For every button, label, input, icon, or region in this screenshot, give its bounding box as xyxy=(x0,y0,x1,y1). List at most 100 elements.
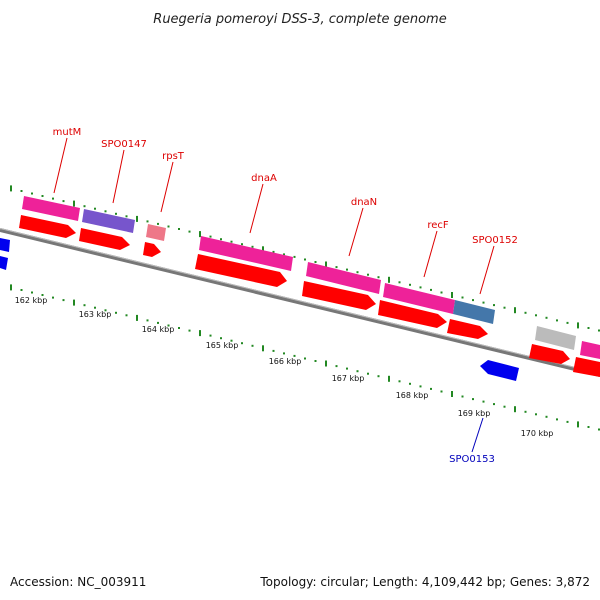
tick-dot xyxy=(178,327,180,329)
tick-dot xyxy=(566,420,569,423)
tick-dot xyxy=(461,296,464,299)
tick-dot xyxy=(41,294,44,296)
reverse-cds-track xyxy=(0,238,519,381)
gene-label-SPO0147: SPO0147 xyxy=(101,139,147,150)
tick-dot xyxy=(94,207,96,210)
reverse-cds-left-1[interactable] xyxy=(0,238,10,252)
tick-dot xyxy=(335,266,338,269)
inner-dotted-track xyxy=(10,284,600,431)
tick-label-164: 164 kbp xyxy=(142,325,175,334)
tick-mark-major xyxy=(10,284,12,291)
cds-arrow-recF[interactable] xyxy=(378,300,447,328)
tick-dot xyxy=(440,291,443,294)
accession-text: Accession: NC_003911 xyxy=(10,575,146,589)
tick-dot xyxy=(209,334,212,337)
tick-dot xyxy=(535,413,537,416)
cds-arrow-edge-fragment[interactable] xyxy=(573,357,600,377)
tick-dot xyxy=(283,352,285,355)
tick-dot xyxy=(115,311,117,314)
gene-SPO0147[interactable] xyxy=(82,209,135,233)
tick-dot xyxy=(157,222,159,225)
tick-dot xyxy=(146,220,149,223)
tick-mark-major xyxy=(325,360,327,367)
scale-tick-labels: 162 kbp 163 kbp 164 kbp 165 kbp 166 kbp … xyxy=(15,296,554,438)
gene-SPO0152[interactable] xyxy=(453,300,495,324)
tick-dot xyxy=(587,426,590,428)
gene-label-SPO0152: SPO0152 xyxy=(472,235,518,246)
tick-dot xyxy=(52,296,54,299)
tick-dot xyxy=(241,342,243,345)
reverse-cds-left-2[interactable] xyxy=(0,256,8,270)
tick-mark-major xyxy=(199,231,201,238)
tick-dot xyxy=(472,299,474,302)
tick-dot xyxy=(398,281,401,284)
tick-mark-major xyxy=(73,299,75,306)
tick-dot xyxy=(535,314,537,317)
tick-dot xyxy=(430,387,432,390)
reverse-cds-SPO0153[interactable] xyxy=(480,360,519,381)
cds-arrow-SPO0147[interactable] xyxy=(79,228,130,250)
gene-label-recF: recF xyxy=(427,220,449,231)
tick-dot xyxy=(335,365,338,368)
tick-dot xyxy=(482,400,485,403)
tick-mark-major xyxy=(73,200,75,207)
cds-arrow-gray-fragment[interactable] xyxy=(529,344,570,364)
tick-mark-major xyxy=(136,314,138,321)
genome-backbone xyxy=(0,228,600,377)
tick-label-166: 166 kbp xyxy=(269,357,302,366)
tick-dot xyxy=(94,306,96,309)
tick-mark-major xyxy=(325,261,327,268)
gene-gray-fragment[interactable] xyxy=(535,326,576,350)
cds-arrow-mutM[interactable] xyxy=(19,215,76,238)
tick-mark-major xyxy=(136,215,138,222)
tick-dot xyxy=(293,255,296,258)
tick-dot xyxy=(356,271,359,274)
tick-dot xyxy=(241,243,243,246)
tick-dot xyxy=(251,344,254,347)
tick-mark-major xyxy=(577,322,579,329)
gene-recF[interactable] xyxy=(383,283,455,314)
cds-arrow-dnaA[interactable] xyxy=(195,254,287,287)
tick-dot xyxy=(598,329,600,332)
tick-dot xyxy=(178,228,180,230)
tick-dot xyxy=(377,276,380,279)
gene-dnaN[interactable] xyxy=(306,262,381,294)
tick-dot xyxy=(598,428,600,431)
tick-dot xyxy=(220,238,222,241)
tick-dot xyxy=(566,321,569,324)
cds-arrow-rpsT[interactable] xyxy=(143,242,161,257)
gene-mutM[interactable] xyxy=(22,196,80,221)
tick-dot xyxy=(125,314,128,317)
gene-edge-fragment[interactable] xyxy=(580,341,600,359)
genome-backbone-highlight xyxy=(0,228,600,374)
cds-arrow-dnaN[interactable] xyxy=(302,281,376,310)
tick-dot xyxy=(409,382,411,385)
tick-dot xyxy=(524,410,527,413)
tick-dot xyxy=(545,316,548,319)
gene-rpsT[interactable] xyxy=(146,224,166,241)
tick-dot xyxy=(356,370,359,373)
tick-dot xyxy=(556,319,558,322)
tick-dot xyxy=(272,250,275,253)
tick-dot xyxy=(31,291,33,294)
cds-track xyxy=(19,215,600,377)
gene-label-group: mutM SPO0147 rpsT dnaA dnaN recF SPO0152… xyxy=(53,127,518,465)
tick-label-170: 170 kbp xyxy=(521,429,554,438)
tick-dot xyxy=(314,261,317,263)
tick-label-168: 168 kbp xyxy=(396,391,429,400)
tick-dot xyxy=(440,390,443,393)
tick-mark-major xyxy=(514,406,516,413)
tick-dot xyxy=(104,210,107,213)
tick-dot xyxy=(482,301,485,304)
gene-dnaA[interactable] xyxy=(199,236,293,271)
tick-dot xyxy=(220,337,222,340)
gene-track xyxy=(22,196,600,359)
cds-arrow-SPO0152[interactable] xyxy=(447,319,488,339)
tick-dot xyxy=(367,372,369,375)
tick-dot xyxy=(157,321,159,324)
tick-label-169: 169 kbp xyxy=(458,409,491,418)
tick-dot xyxy=(115,212,117,215)
tick-dot xyxy=(125,215,128,218)
tick-dot xyxy=(293,354,296,357)
